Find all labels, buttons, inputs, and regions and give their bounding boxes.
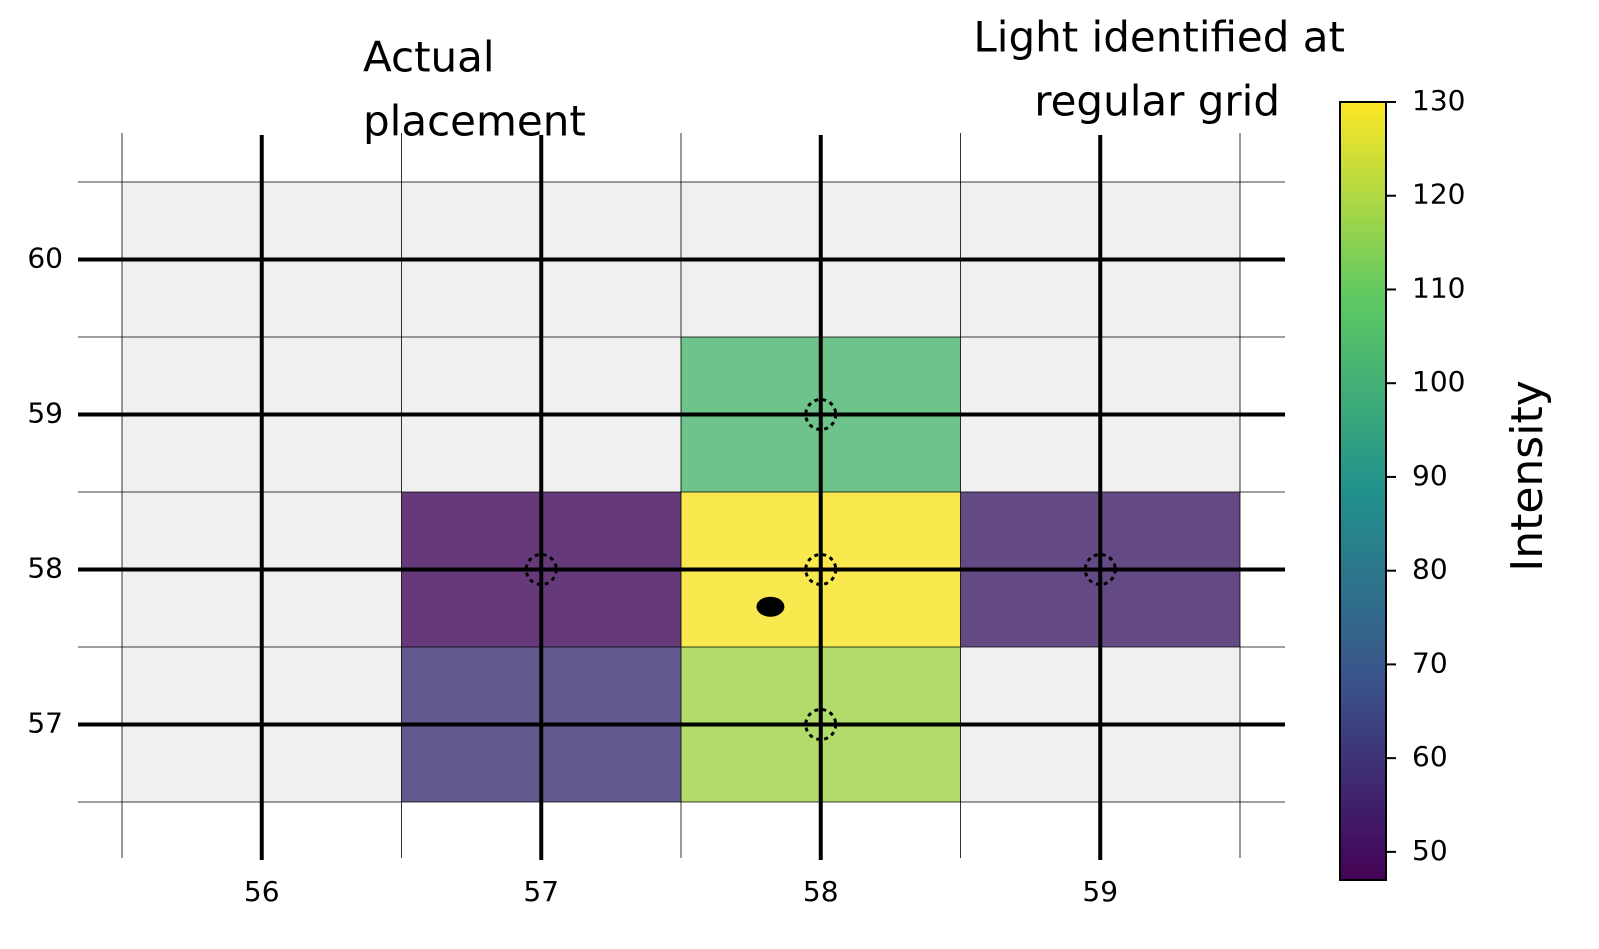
actual-placement (756, 596, 785, 617)
y-tick-label: 57 (27, 707, 63, 740)
colorbar-tick-label: 70 (1412, 646, 1448, 679)
x-tick-label: 57 (523, 875, 559, 908)
colorbar-tick-label: 120 (1412, 178, 1465, 211)
identified-light (804, 398, 838, 431)
colorbar-tick-label: 60 (1412, 740, 1448, 773)
identified-light (1083, 553, 1117, 586)
annotation: regular grid (1034, 77, 1280, 126)
y-tick-label: 59 (27, 397, 63, 430)
colorbar-tick-label: 90 (1412, 459, 1448, 492)
y-tick-label: 60 (27, 242, 63, 275)
colorbar-tick-label: 130 (1412, 84, 1465, 117)
identified-light (804, 708, 838, 741)
colorbar-tick-label: 50 (1412, 834, 1448, 867)
colorbar-tick-label: 100 (1412, 365, 1465, 398)
annotation: Light identified at (973, 13, 1345, 62)
y-tick-label: 58 (27, 552, 63, 585)
annotation: Actual (363, 33, 495, 82)
annotation: placement (363, 97, 586, 146)
x-tick-label: 58 (803, 875, 839, 908)
x-tick-label: 59 (1082, 875, 1118, 908)
colorbar-tick-label: 110 (1412, 271, 1465, 304)
colorbar-label: Intensity (1502, 380, 1553, 572)
colorbar-tick-label: 80 (1412, 553, 1448, 586)
identified-light (804, 553, 838, 586)
identified-light (524, 553, 558, 586)
colorbar (1339, 101, 1387, 881)
x-tick-label: 56 (244, 875, 280, 908)
